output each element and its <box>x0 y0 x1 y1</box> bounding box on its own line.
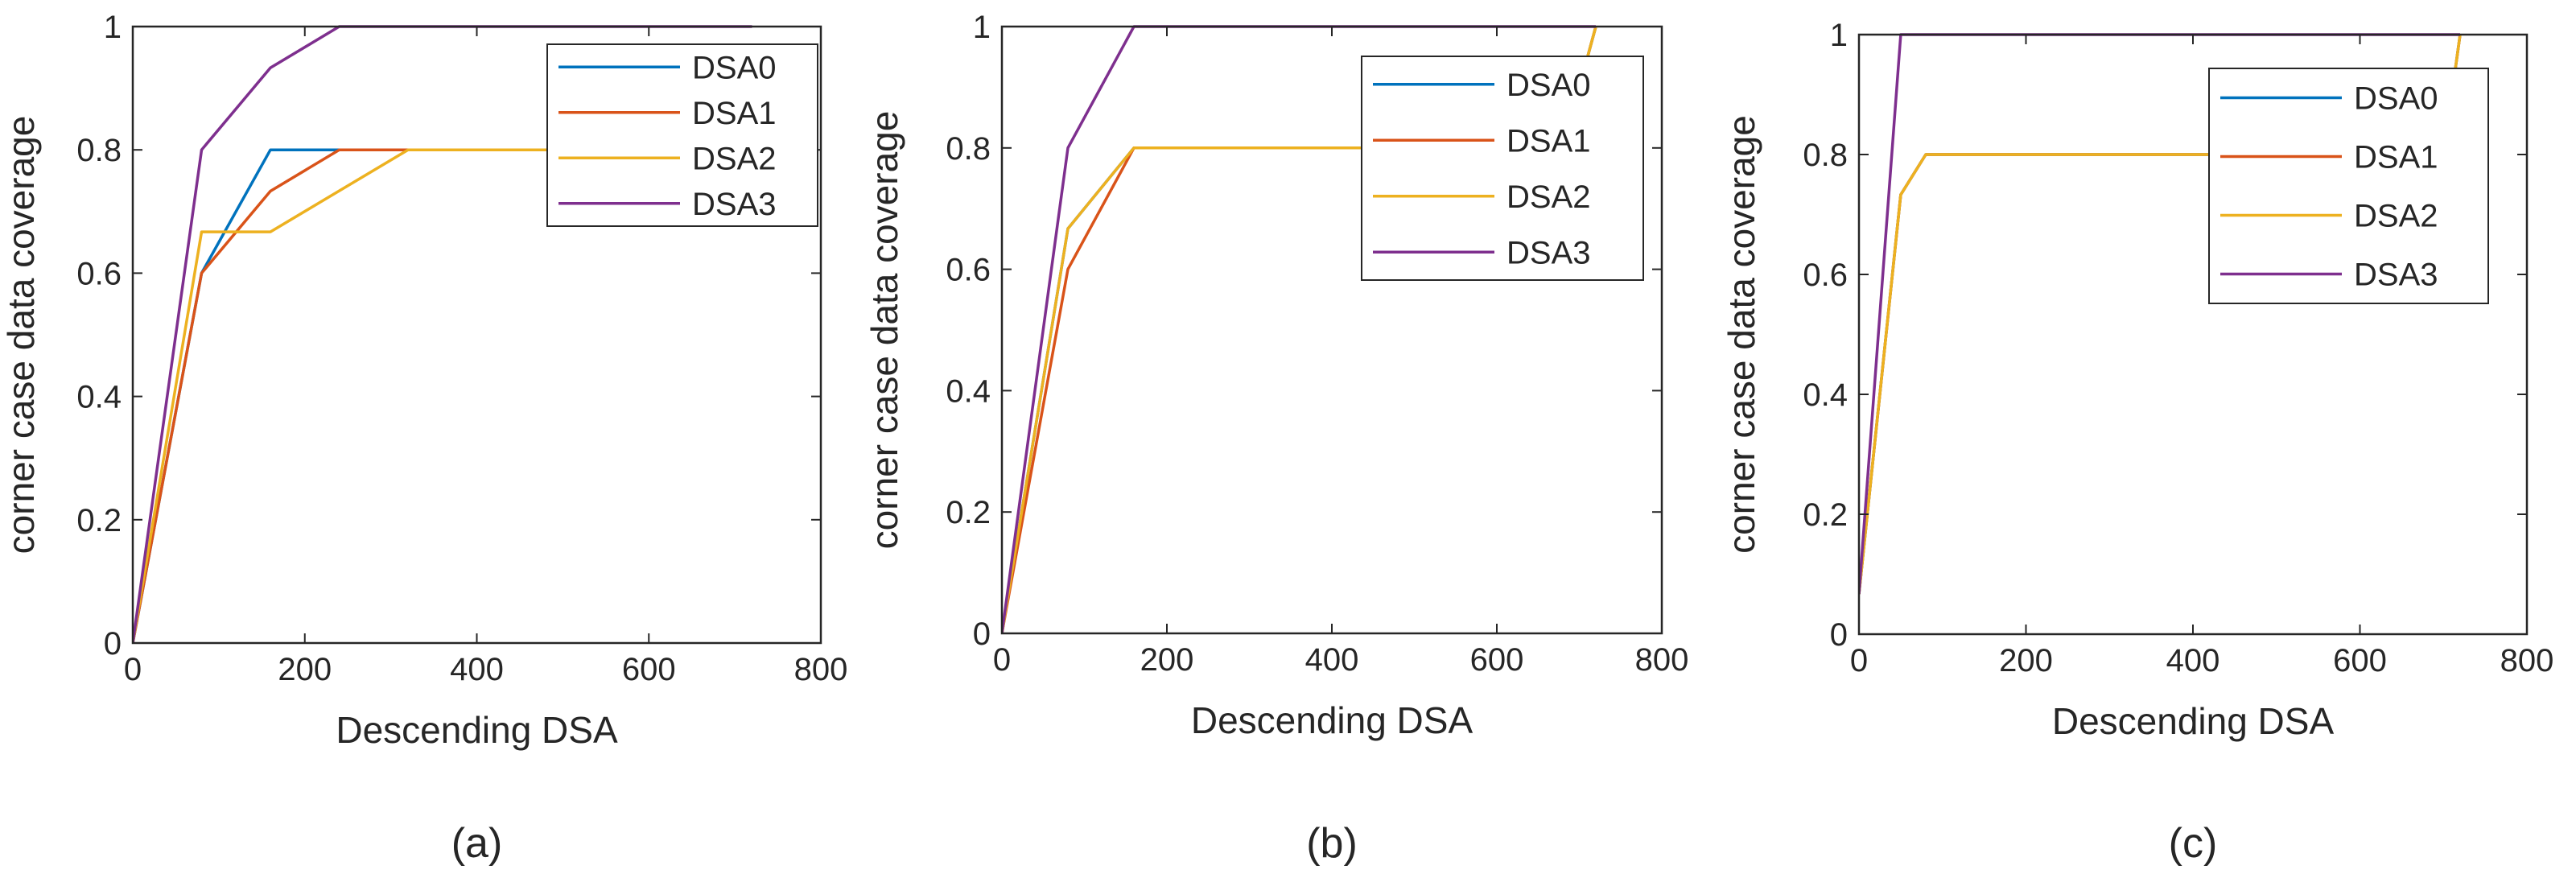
legend: DSA0 DSA1 DSA2 DSA3 <box>2208 68 2489 304</box>
legend-box <box>2208 68 2489 304</box>
x-tick-label: 200 <box>1999 643 2053 678</box>
x-tick-label: 600 <box>622 652 676 687</box>
legend-label-dsa0: DSA0 <box>692 50 777 85</box>
x-tick-label: 0 <box>1850 643 1868 678</box>
legend-label-dsa3: DSA3 <box>2354 258 2438 293</box>
subplot-a: 0 200 400 600 800 0 0.2 0.4 0.6 0.8 1 Descending DS… <box>0 10 847 867</box>
legend-label-dsa0: DSA0 <box>1506 68 1591 103</box>
legend-label-dsa2: DSA2 <box>2354 199 2438 234</box>
y-tick-label: 0.6 <box>76 256 122 291</box>
y-tick-label: 0.6 <box>1803 258 1848 293</box>
x-tick-label: 800 <box>1635 642 1689 678</box>
y-tick-label: 0.4 <box>946 373 991 409</box>
subplot-caption: (c) <box>2169 820 2218 867</box>
y-tick-label: 0 <box>973 616 991 652</box>
legend-box <box>546 43 818 227</box>
y-tick-label: 1 <box>973 10 991 45</box>
y-tick-label: 0.8 <box>1803 138 1848 173</box>
subplot-caption: (a) <box>451 820 503 867</box>
x-tick-label: 800 <box>2500 643 2554 678</box>
x-axis-title: Descending DSA <box>1191 699 1473 741</box>
y-tick-label: 0 <box>104 626 122 662</box>
y-tick-label: 0 <box>1830 617 1848 653</box>
y-tick-label: 0.2 <box>1803 497 1848 533</box>
series-line-dsa2 <box>133 148 752 644</box>
subplot-b: 0 200 400 600 800 0 0.2 0.4 0.6 0.8 1 Descending DS… <box>863 10 1688 867</box>
legend-box <box>1361 56 1644 281</box>
legend-label-dsa0: DSA0 <box>2354 81 2438 117</box>
legend-label-dsa2: DSA2 <box>1506 179 1591 215</box>
x-tick-label: 400 <box>1305 642 1359 678</box>
y-tick-label: 0.2 <box>76 503 122 538</box>
y-tick-label: 0.8 <box>76 133 122 168</box>
x-tick-label: 200 <box>278 652 332 687</box>
x-tick-label: 600 <box>1470 642 1524 678</box>
subplot-caption: (b) <box>1306 820 1358 867</box>
y-tick-label: 1 <box>104 10 122 45</box>
legend-label-dsa1: DSA1 <box>1506 123 1591 159</box>
y-axis-title: corner case data coverage <box>1721 115 1762 554</box>
y-tick-label: 1 <box>1830 18 1848 53</box>
x-axis-title: Descending DSA <box>336 709 618 751</box>
y-axis-title: corner case data coverage <box>0 116 42 554</box>
x-tick-label: 800 <box>794 652 848 687</box>
y-tick-label: 0.4 <box>76 380 122 415</box>
legend: DSA0 DSA1 DSA2 DSA3 <box>546 43 818 227</box>
y-tick-label: 0.6 <box>946 253 991 288</box>
legend-label-dsa3: DSA3 <box>1506 235 1591 270</box>
legend: DSA0 DSA1 DSA2 DSA3 <box>1361 56 1644 281</box>
x-tick-label: 200 <box>1140 642 1194 678</box>
x-axis-title: Descending DSA <box>2052 700 2335 742</box>
x-tick-label: 0 <box>993 642 1011 678</box>
legend-label-dsa2: DSA2 <box>692 141 777 176</box>
x-tick-label: 400 <box>450 652 504 687</box>
y-tick-label: 0.4 <box>1803 377 1848 413</box>
y-axis-title: corner case data coverage <box>863 111 905 550</box>
x-tick-label: 400 <box>2166 643 2220 678</box>
subplot-c: 0 200 400 600 800 0 0.2 0.4 0.6 0.8 1 Descending DS… <box>1721 18 2553 867</box>
legend-label-dsa1: DSA1 <box>2354 140 2438 175</box>
x-tick-label: 0 <box>124 652 142 687</box>
legend-label-dsa1: DSA1 <box>692 96 777 131</box>
legend-label-dsa3: DSA3 <box>692 187 777 222</box>
x-tick-label: 600 <box>2333 643 2387 678</box>
y-tick-label: 0.2 <box>946 495 991 530</box>
y-tick-label: 0.8 <box>946 131 991 167</box>
